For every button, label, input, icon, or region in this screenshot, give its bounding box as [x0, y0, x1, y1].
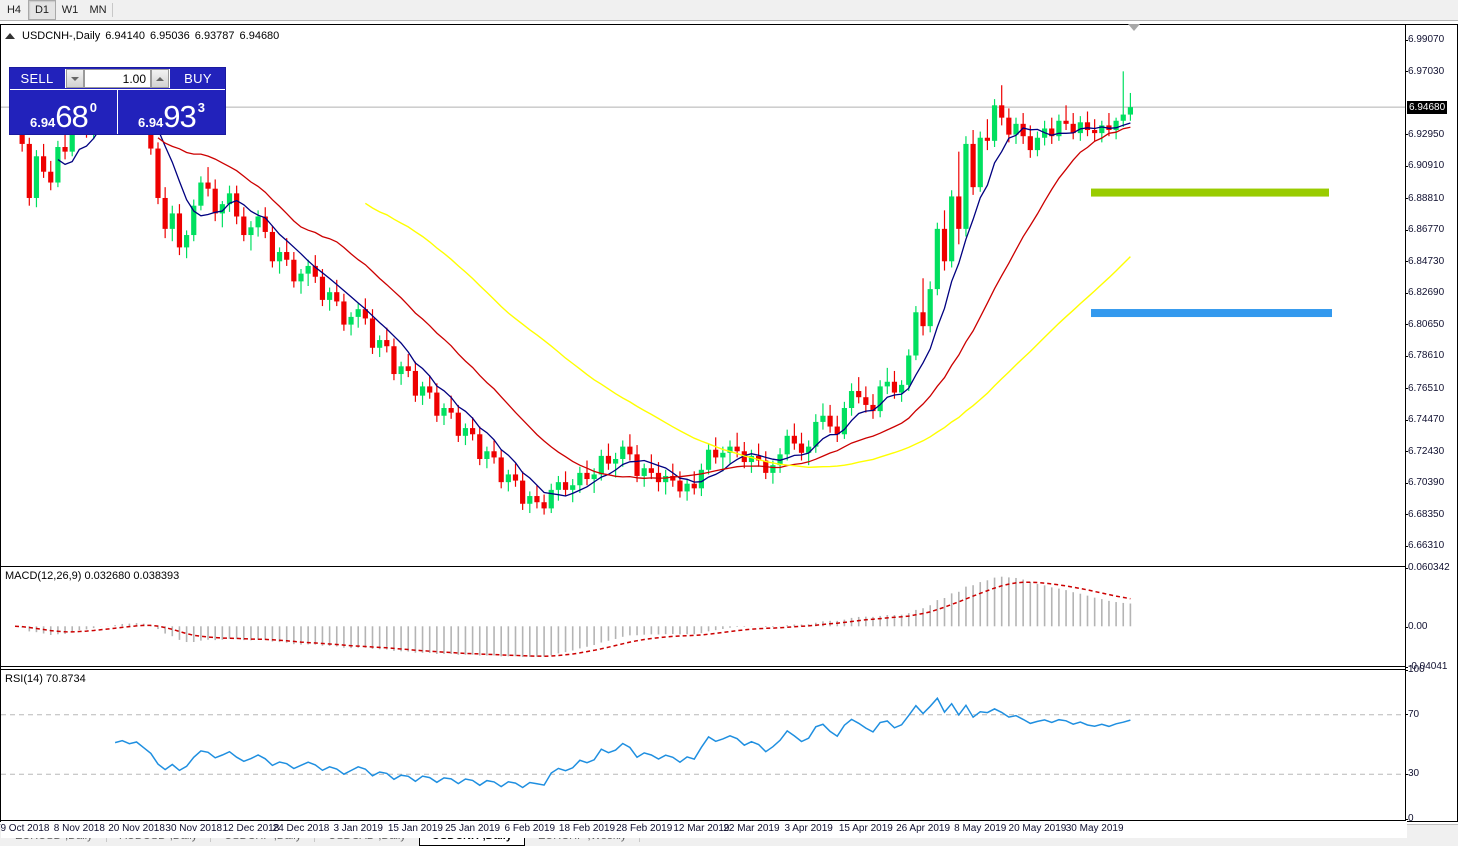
- date-axis-tick: 29 Oct 2018: [0, 823, 50, 834]
- date-axis-tick: 30 Nov 2018: [165, 823, 223, 834]
- oct-header-row: SELL 1.00 BUY: [10, 68, 225, 90]
- timeframe-button-h4[interactable]: H4: [6, 4, 22, 16]
- chevron-up-icon: [156, 76, 164, 81]
- price-axis-tick: 6.84730: [1404, 255, 1445, 267]
- date-axis-tick: 20 Nov 2018: [108, 823, 165, 834]
- quote-close: 6.94680: [239, 29, 280, 42]
- rsi-axis-tick: 100: [1405, 664, 1425, 675]
- date-axis[interactable]: 29 Oct 2018 8 Nov 2018 20 Nov 2018 30 Nov 2…: [0, 820, 1407, 838]
- date-axis-tick: 26 Apr 2019: [896, 823, 951, 834]
- timeframe-toolbar: H4 D1 W1 MN: [0, 0, 1458, 21]
- price-axis-tick: 6.72430: [1404, 445, 1445, 457]
- rsi-axis-tick: 70: [1404, 708, 1420, 720]
- price-axis-tick: 6.99070: [1404, 34, 1445, 46]
- price-pane[interactable]: [1, 25, 1407, 564]
- date-axis-tick: 15 Apr 2019: [838, 823, 893, 834]
- price-axis-tick: 6.78610: [1404, 350, 1445, 362]
- date-axis-tick: 30 May 2019: [1065, 823, 1124, 834]
- candlestick-plot: [1, 71, 1407, 515]
- date-axis-tick: 6 Feb 2019: [504, 823, 556, 834]
- macd-label: MACD(12,26,9) 0.032680 0.038393: [5, 570, 180, 582]
- toolbar-divider: [112, 3, 113, 17]
- macd-pane[interactable]: MACD(12,26,9) 0.032680 0.038393: [1, 566, 1407, 667]
- date-axis-tick: 12 Mar 2019: [673, 823, 730, 834]
- price-axis-tick: 6.70390: [1404, 477, 1445, 489]
- chart-frame: USDCNH-,Daily 6.94140 6.95036 6.93787 6.…: [0, 24, 1458, 838]
- price-axis-tick: 6.80650: [1404, 318, 1445, 330]
- rsi-label: RSI(14) 70.8734: [5, 673, 86, 685]
- sell-label: SELL: [20, 71, 54, 86]
- collapse-arrow-icon[interactable]: [5, 32, 15, 39]
- price-axis-tick: 6.68350: [1404, 508, 1445, 520]
- price-axis-tick: 6.90910: [1404, 160, 1445, 172]
- quote-low: 6.93787: [194, 29, 235, 42]
- price-axis[interactable]: 6.99070 6.97030 6.94680 6.92950 6.90910 6.888…: [1404, 25, 1457, 824]
- date-axis-tick: 25 Jan 2019: [445, 823, 501, 834]
- volume-increment-button[interactable]: [151, 69, 169, 88]
- macd-axis-tick: 0.060342: [1405, 562, 1450, 573]
- volume-decrement-button[interactable]: [66, 69, 84, 88]
- date-axis-tick: 3 Jan 2019: [333, 823, 383, 834]
- price-axis-tick: 6.74470: [1404, 414, 1445, 426]
- scroll-position-marker-icon: [1128, 24, 1140, 31]
- date-axis-tick: 28 Feb 2019: [616, 823, 673, 834]
- chevron-down-icon: [71, 76, 79, 81]
- date-axis-tick: 8 May 2019: [954, 823, 1007, 834]
- current-price-label: 6.94680: [1407, 101, 1448, 115]
- quote-high: 6.95036: [150, 29, 190, 42]
- price-axis-tick: 6.97030: [1404, 65, 1445, 77]
- date-axis-tick: 22 Mar 2019: [723, 823, 780, 834]
- date-axis-tick: 24 Dec 2018: [272, 823, 330, 834]
- price-axis-tick: 6.66310: [1404, 540, 1445, 552]
- oct-price-row: 6.94 68 0 6.94 93 3: [10, 90, 225, 134]
- date-axis-tick: 3 Apr 2019: [784, 823, 833, 834]
- buy-price-main: 93: [163, 99, 196, 135]
- timeframe-button-d1[interactable]: D1: [28, 0, 56, 20]
- volume-stepper[interactable]: 1.00: [65, 69, 170, 88]
- date-axis-tick: 12 Dec 2018: [222, 823, 280, 834]
- sell-price-main: 68: [55, 99, 88, 135]
- macd-axis-tick: 0.00: [1404, 621, 1428, 633]
- price-axis-tick: 6.86770: [1404, 224, 1445, 236]
- sell-price-prefix: 6.94: [29, 115, 56, 130]
- rsi-plot: [1, 696, 1407, 789]
- buy-price-fraction: 3: [197, 100, 206, 115]
- buy-label: BUY: [184, 71, 212, 86]
- timeframe-button-mn[interactable]: MN: [89, 4, 107, 16]
- rsi-axis-tick: 30: [1404, 768, 1420, 780]
- buy-button[interactable]: 6.94 93 3: [118, 90, 225, 134]
- price-axis-tick: 6.82690: [1404, 287, 1445, 299]
- timeframe-button-w1[interactable]: W1: [61, 4, 79, 16]
- rsi-axis-tick: 0: [1405, 813, 1414, 824]
- sell-price-fraction: 0: [89, 100, 98, 115]
- sell-button[interactable]: 6.94 68 0: [10, 90, 118, 134]
- price-axis-tick: 6.88810: [1404, 192, 1445, 204]
- date-axis-tick: 8 Nov 2018: [53, 823, 105, 834]
- volume-input[interactable]: 1.00: [84, 69, 151, 88]
- buy-price-prefix: 6.94: [137, 115, 164, 130]
- symbol-label: USDCNH-,Daily: [22, 29, 101, 42]
- quote-open: 6.94140: [105, 29, 145, 42]
- one-click-trading-panel: SELL 1.00 BUY 6.94 68 0 6.94 93 3: [9, 67, 226, 135]
- price-axis-tick: 6.92950: [1404, 128, 1445, 140]
- rsi-pane[interactable]: RSI(14) 70.8734: [1, 669, 1407, 819]
- quote-header: USDCNH-,Daily 6.94140 6.95036 6.93787 6.…: [5, 29, 279, 42]
- price-axis-tick: 6.76510: [1404, 382, 1445, 394]
- macd-plot: [14, 576, 1132, 658]
- macd-axis-tick: -0.04041: [1404, 661, 1448, 672]
- date-axis-tick: 18 Feb 2019: [558, 823, 616, 834]
- date-axis-tick: 20 May 2019: [1008, 823, 1067, 834]
- date-axis-tick: 15 Jan 2019: [387, 823, 443, 834]
